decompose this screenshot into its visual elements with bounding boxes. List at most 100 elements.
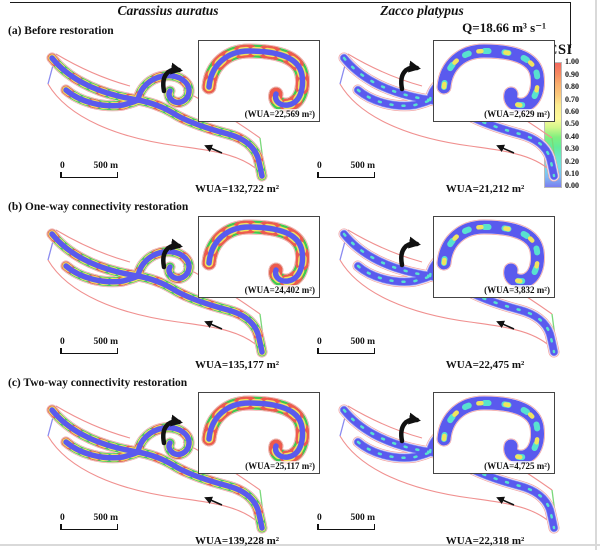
- oxbow-inset-box: (WUA=24,402 m²): [198, 216, 320, 298]
- floodplain-boundary-lower: [339, 259, 555, 351]
- panel-c-zacco: (WUA=4,725 m²) 0 500 m WUA=22,318 m²: [300, 390, 592, 548]
- flow-direction-arrow: [496, 320, 515, 330]
- total-wua-label: WUA=132,722 m²: [194, 182, 280, 195]
- inset-wua-label: (WUA=25,117 m²): [244, 460, 316, 471]
- colorbar-tick: 0.10: [565, 168, 579, 178]
- oxbow-inset-box: (WUA=2,629 m²): [433, 40, 555, 122]
- scale-bar: 0 500 m: [60, 337, 118, 354]
- floodplain-boundary-upper: [55, 53, 131, 87]
- colorbar-tick: 0.30: [565, 144, 579, 154]
- scale-bar: 0 500 m: [317, 513, 375, 530]
- panel-a-carassius: (WUA=22,569 m²) 0 500 m WUA=132,722 m²: [8, 38, 320, 196]
- total-wua-label: WUA=135,177 m²: [194, 358, 280, 371]
- scale-bar-distance: 500 m: [93, 336, 118, 347]
- colorbar-tick: 0.40: [565, 131, 579, 141]
- scale-bar-line: [60, 172, 118, 178]
- scale-bar-distance: 500 m: [93, 160, 118, 171]
- colorbar-tick: 0.80: [565, 82, 579, 92]
- scale-bar-distance: 500 m: [350, 160, 375, 171]
- scale-bar-distance: 500 m: [350, 512, 375, 523]
- flow-direction-arrow: [496, 144, 515, 154]
- scenario-label-a: (a) Before restoration: [8, 25, 114, 37]
- colorbar-tick: 0.70: [565, 94, 579, 104]
- inset-pointer-arrow: [399, 412, 421, 444]
- figure-border-right: [570, 2, 572, 48]
- inset-pointer-arrow: [161, 62, 183, 94]
- scale-bar-zero: 0: [60, 336, 65, 347]
- panel-b-zacco: (WUA=3,832 m²) 0 500 m WUA=22,475 m²: [300, 214, 592, 372]
- floodplain-boundary-upper: [55, 229, 131, 263]
- scale-bar-line: [60, 348, 118, 354]
- oxbow-inset-box: (WUA=22,569 m²): [198, 40, 320, 122]
- oxbow-inset-box: (WUA=4,725 m²): [433, 392, 555, 474]
- inset-channel-core: [209, 227, 302, 281]
- floodplain-boundary-lower: [47, 83, 263, 175]
- scale-bar: 0 500 m: [60, 513, 118, 530]
- page-edge-bottom: [0, 544, 600, 546]
- inset-channel-core: [209, 403, 302, 457]
- discharge-label: Q=18.66 m³ s⁻¹: [462, 20, 546, 35]
- inset-wua-label: (WUA=3,832 m²): [483, 284, 551, 295]
- floodplain-boundary-upper: [347, 229, 423, 263]
- colorbar-tick: 0.90: [565, 69, 579, 79]
- inset-wua-label: (WUA=4,725 m²): [483, 460, 551, 471]
- scale-bar-distance: 500 m: [350, 336, 375, 347]
- total-wua-label: WUA=139,228 m²: [194, 534, 280, 547]
- oxbow-inset-box: (WUA=25,117 m²): [198, 392, 320, 474]
- scenario-label-b: (b) One-way connectivity restoration: [8, 201, 189, 213]
- colorbar-tick: 0.60: [565, 106, 579, 116]
- scale-bar-line: [317, 524, 375, 530]
- floodplain-boundary-lower: [47, 435, 263, 527]
- colorbar-tick: 0.00: [565, 181, 579, 191]
- floodplain-boundary-upper: [55, 405, 131, 439]
- floodplain-boundary-upper: [347, 405, 423, 439]
- total-wua-label: WUA=21,212 m²: [445, 182, 525, 195]
- floodplain-boundary-upper: [347, 53, 423, 87]
- column-title-zacco: Zacco platypus: [380, 3, 464, 18]
- inset-pointer-arrow: [161, 238, 183, 270]
- colorbar-tick: 0.20: [565, 156, 579, 166]
- colorbar-tick: 1.00: [565, 57, 579, 67]
- scale-bar-zero: 0: [317, 160, 322, 171]
- colorbar-tick: 0.50: [565, 119, 579, 129]
- panel-b-carassius: (WUA=24,402 m²) 0 500 m WUA=135,177 m²: [8, 214, 320, 372]
- scale-bar-line: [60, 524, 118, 530]
- scale-bar: 0 500 m: [317, 337, 375, 354]
- oxbow-inset-box: (WUA=3,832 m²): [433, 216, 555, 298]
- scale-bar: 0 500 m: [60, 161, 118, 178]
- scenario-label-c: (c) Two-way connectivity restoration: [8, 377, 188, 389]
- flow-direction-arrow: [204, 496, 223, 506]
- panel-a-zacco: (WUA=2,629 m²) 0 500 m WUA=21,212 m²: [300, 38, 592, 196]
- inset-wua-label: (WUA=2,629 m²): [483, 108, 551, 119]
- total-wua-label: WUA=22,318 m²: [445, 534, 525, 547]
- scale-bar-distance: 500 m: [93, 512, 118, 523]
- scale-bar-zero: 0: [317, 336, 322, 347]
- scale-bar-zero: 0: [60, 512, 65, 523]
- inset-channel-core: [209, 51, 302, 105]
- scenario-row-b: (b) One-way connectivity restoration (WU…: [0, 200, 600, 376]
- scale-bar-zero: 0: [60, 160, 65, 171]
- scenario-row-c: (c) Two-way connectivity restoration (WU…: [0, 376, 600, 550]
- scale-bar: 0 500 m: [317, 161, 375, 178]
- flow-direction-arrow: [204, 144, 223, 154]
- inset-wua-label: (WUA=22,569 m²): [243, 108, 316, 119]
- total-wua-label: WUA=22,475 m²: [445, 358, 525, 371]
- figure-border-top: [10, 2, 571, 4]
- scale-bar-line: [317, 348, 375, 354]
- scale-bar-zero: 0: [317, 512, 322, 523]
- inset-pointer-arrow: [399, 60, 421, 92]
- inset-pointer-arrow: [161, 414, 183, 446]
- inset-wua-label: (WUA=24,402 m²): [243, 284, 316, 295]
- panel-c-carassius: (WUA=25,117 m²) 0 500 m WUA=139,228 m²: [8, 390, 320, 548]
- river-map: [8, 214, 300, 372]
- colorbar-ticks: 1.00 0.90 0.80 0.70 0.60 0.50 0.40 0.30 …: [565, 58, 579, 190]
- floodplain-boundary-lower: [339, 435, 555, 527]
- scenario-row-a: (a) Before restoration (WUA=22,569 m²) 0: [0, 24, 600, 200]
- inset-pointer-arrow: [399, 236, 421, 268]
- column-title-carassius: Carassius auratus: [117, 3, 219, 18]
- flow-direction-arrow: [204, 320, 223, 330]
- floodplain-boundary-lower: [47, 259, 263, 351]
- floodplain-boundary-lower: [339, 83, 555, 175]
- scale-bar-line: [317, 172, 375, 178]
